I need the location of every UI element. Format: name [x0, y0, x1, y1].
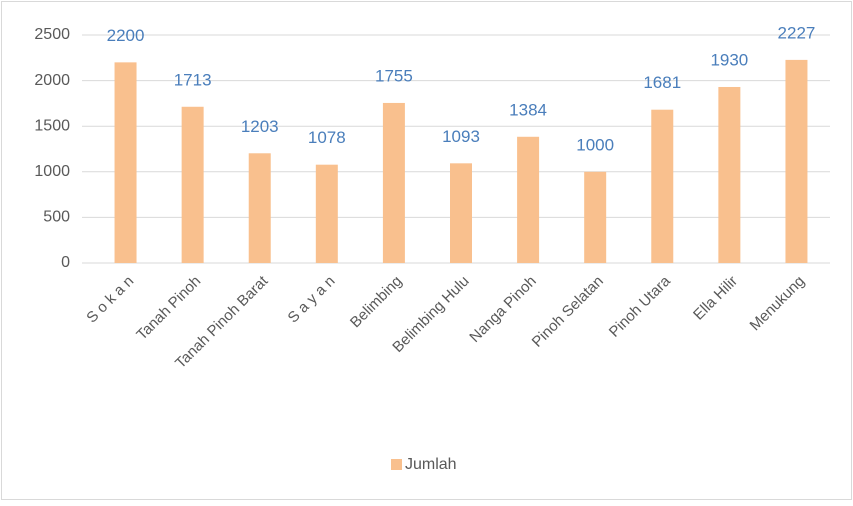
y-tick-label: 1500: [34, 117, 70, 134]
data-label: 1930: [710, 50, 748, 69]
bar: [382, 102, 405, 263]
y-tick-label: 2500: [34, 26, 70, 43]
data-label: 1203: [241, 117, 279, 136]
bar: [584, 171, 607, 263]
data-label: 2227: [778, 23, 816, 42]
data-label: 1000: [576, 135, 614, 154]
bar: [718, 86, 741, 263]
legend-swatch: [391, 459, 402, 470]
bar: [315, 164, 338, 263]
y-tick-label: 500: [43, 209, 70, 226]
data-label: 1078: [308, 128, 346, 147]
data-label: 1384: [509, 100, 547, 119]
bar: [517, 136, 540, 263]
y-tick-label: 1000: [34, 163, 70, 180]
data-label: 2200: [107, 26, 145, 45]
data-label: 1713: [174, 70, 212, 89]
data-label: 1093: [442, 127, 480, 146]
legend-label: Jumlah: [405, 456, 457, 473]
data-label: 1755: [375, 66, 413, 85]
bar: [114, 62, 137, 263]
bar: [248, 153, 271, 263]
bar: [785, 59, 808, 263]
bar: [181, 106, 204, 263]
data-label: 1681: [643, 73, 681, 92]
y-tick-label: 0: [61, 254, 70, 271]
bar: [651, 109, 674, 263]
y-tick-label: 2000: [34, 72, 70, 89]
bar: [450, 163, 472, 263]
